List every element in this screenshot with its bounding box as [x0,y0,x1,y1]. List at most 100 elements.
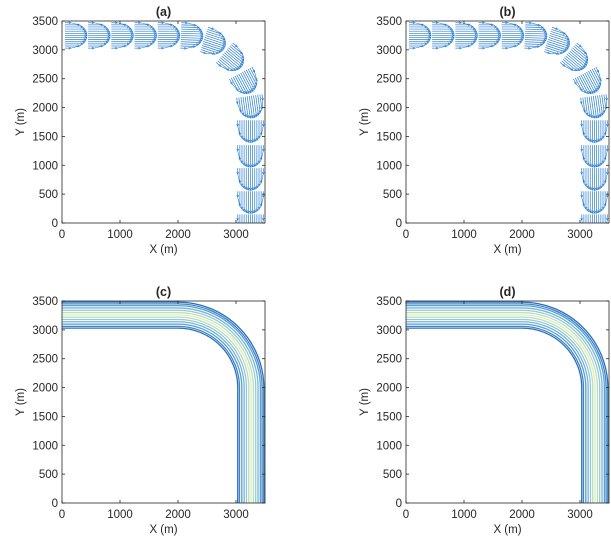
velocity-arrowhead [249,234,251,236]
x-tick-label: 1000 [451,229,477,241]
velocity-arrow [181,30,203,33]
y-tick-label: 2500 [376,354,402,366]
velocity-arrow [565,55,583,70]
velocity-arrow [238,97,242,113]
panel-title: (d) [500,285,516,299]
contour-line [62,323,243,503]
y-tick-label: 2500 [376,74,402,86]
y-tick-label: 500 [383,189,402,201]
velocity-profile-envelope [507,22,525,49]
y-tick-label: 3500 [32,296,58,308]
velocity-arrow [231,44,243,55]
velocity-arrow [236,74,248,94]
velocity-arrow [228,47,244,61]
velocity-arrowhead [602,230,604,232]
velocity-arrow [246,96,251,118]
contour-line [62,301,265,503]
panel-1: 0 1000 2000 3000 0 500 1000 1500 2000 2500 3000 350… [15,5,266,256]
y-tick-label: 0 [396,218,402,230]
contour-line [62,309,257,503]
contour-line [406,311,599,503]
x-tick-label: 3000 [567,509,593,521]
velocity-arrow [599,95,603,115]
velocity-arrow [224,52,242,68]
velocity-arrow [588,70,599,90]
velocity-arrow [524,39,546,41]
velocity-arrow [551,29,566,35]
velocity-arrow [589,69,600,88]
velocity-arrow [546,45,566,52]
velocity-profile-7 [544,27,571,55]
panel-4: 0 1000 2000 3000 0 500 1000 1500 2000 2500 3000 350… [359,285,610,536]
contour-line [406,321,589,503]
y-axis-label: Y (m) [15,388,27,416]
contour-line [406,327,583,503]
velocity-profile-4 [478,21,502,50]
x-tick-label: 2000 [509,509,535,521]
velocity-profile-6 [524,21,548,50]
velocity-arrow [202,43,223,51]
y-axis-label: Y (m) [359,388,371,416]
velocity-arrow [180,37,203,39]
velocity-arrow [592,95,597,118]
velocity-profile-10 [235,94,264,119]
y-tick-label: 3000 [376,325,402,337]
velocity-arrow [524,32,547,35]
velocity-arrow [181,24,197,26]
velocity-arrowhead [260,227,262,229]
velocity-arrow [201,47,219,54]
velocity-profile-13 [236,168,265,191]
contour-line [406,303,607,503]
contour-line [406,304,606,503]
velocity-arrow [593,67,602,82]
velocity-arrow [575,44,587,55]
velocity-arrow [257,94,261,113]
x-axis-label: X (m) [149,524,177,536]
velocity-arrow [181,28,201,31]
velocity-arrow [251,95,255,118]
velocity-arrowhead [598,233,600,235]
x-tick-label: 1000 [107,229,133,241]
velocity-arrow [180,39,202,41]
velocity-arrow [545,47,563,54]
velocity-arrowhead [256,232,258,234]
x-tick-label: 1000 [107,509,133,521]
y-tick-label: 1500 [32,131,58,143]
y-tick-label: 2500 [32,74,58,86]
y-tick-label: 1500 [32,411,58,423]
velocity-arrow [220,57,236,71]
velocity-arrow [180,43,199,45]
velocity-arrow [205,35,226,43]
velocity-arrow [525,26,544,28]
velocity-arrow [546,43,567,51]
velocity-arrow [573,45,588,59]
plot-area [62,301,265,503]
contour-line [62,327,239,503]
y-tick-label: 1000 [32,440,58,452]
velocity-profile-envelope [186,22,204,49]
velocity-arrow [586,96,591,117]
x-tick-label: 1000 [451,509,477,521]
contour-line [406,325,585,503]
velocity-arrow [229,78,233,85]
x-tick-label: 3000 [223,229,249,241]
velocity-profile-envelope [237,100,264,119]
velocity-arrow [240,97,244,116]
y-tick-label: 3000 [32,45,58,57]
velocity-arrow [253,95,257,117]
velocity-arrow [551,27,558,30]
x-axis-label: X (m) [493,524,521,536]
velocity-arrow [261,94,264,101]
panel-title: (c) [156,285,171,299]
y-tick-label: 0 [396,498,402,510]
velocity-arrow [242,71,254,92]
contour-line [406,323,587,503]
axes-frame [61,300,266,504]
velocity-profile-envelope [581,197,608,214]
velocity-profile-envelope [581,151,608,168]
y-tick-label: 500 [39,189,58,201]
velocity-profile-5 [157,21,181,50]
contour-line [406,316,594,503]
velocity-arrow [236,97,238,104]
velocity-profile-envelope [117,22,134,49]
